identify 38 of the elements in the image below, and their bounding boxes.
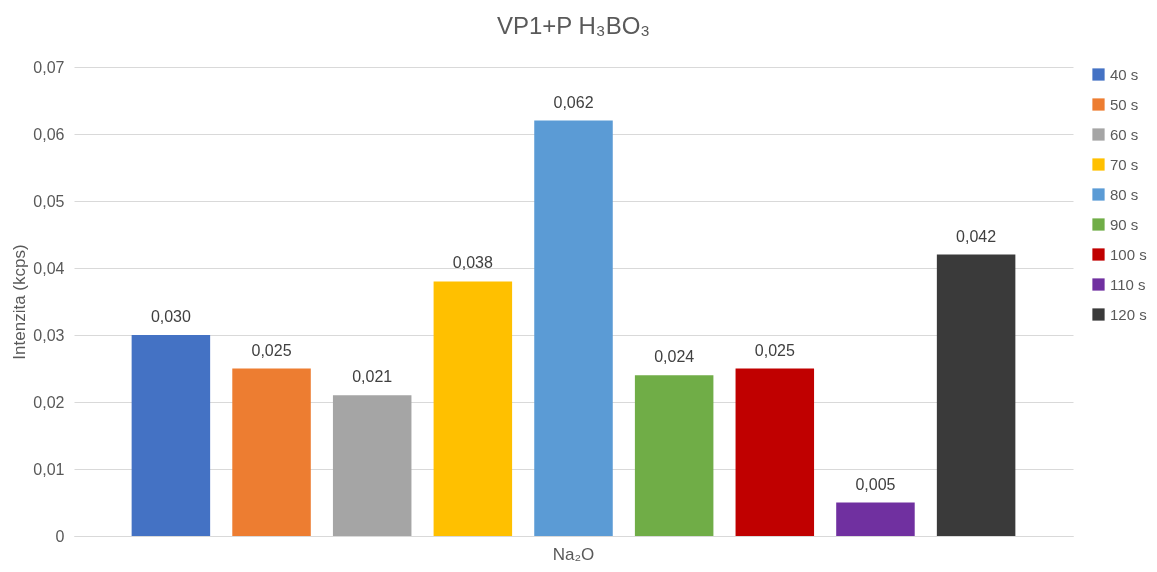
bar [131, 335, 211, 536]
chart-title: VP1+P H₃BO₃ [496, 12, 651, 39]
legend-label: 120 s [1110, 305, 1147, 323]
data-label: 0,038 [452, 254, 493, 272]
bar [232, 368, 311, 536]
bar [433, 281, 513, 536]
y-tick-label: 0,06 [33, 125, 65, 143]
y-tick-label: 0 [55, 527, 65, 545]
bar [836, 502, 915, 536]
x-tick-label: Na₂O [552, 544, 595, 564]
legend-label: 60 s [1110, 125, 1139, 143]
data-label: 0,042 [956, 227, 997, 245]
data-label: 0,025 [754, 341, 795, 359]
legend-label: 40 s [1110, 65, 1139, 83]
y-tick-label: 0,04 [33, 259, 65, 277]
data-label: 0,021 [352, 368, 393, 386]
legend-label: 70 s [1110, 155, 1139, 173]
bar [735, 368, 815, 536]
bar [936, 254, 1016, 536]
legend-label: 100 s [1110, 245, 1147, 263]
legend-label: 80 s [1110, 185, 1139, 203]
y-tick-label: 0,01 [33, 460, 65, 478]
legend-label: 110 s [1110, 275, 1146, 293]
data-label: 0,030 [150, 308, 192, 325]
y-tick-label: 0,05 [33, 192, 65, 210]
legend-label: 50 s [1110, 95, 1139, 113]
y-tick-label: 0,07 [33, 58, 65, 76]
data-label: 0,025 [251, 341, 292, 359]
bar [332, 395, 412, 536]
legend-label: 90 s [1110, 215, 1139, 233]
data-label: 0,024 [654, 348, 695, 366]
bar [534, 120, 613, 536]
bar [634, 375, 714, 536]
y-tick-label: 0,02 [33, 393, 65, 411]
y-axis-title: Intenzita (kcps) [10, 244, 30, 360]
data-label: 0,062 [553, 93, 594, 111]
data-label: 0,005 [855, 475, 896, 493]
y-tick-label: 0,03 [33, 326, 65, 344]
